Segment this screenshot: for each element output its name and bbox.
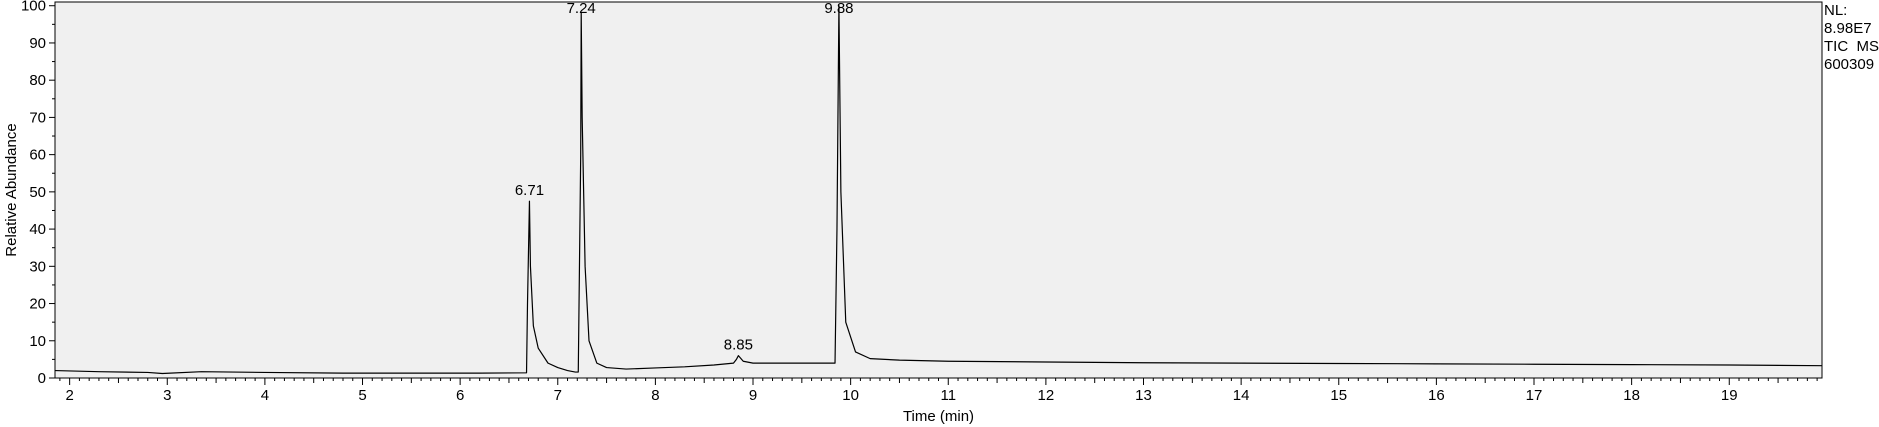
- x-tick-label: 2: [65, 387, 73, 404]
- y-tick-label: 30: [29, 258, 46, 275]
- y-tick-label: 0: [38, 370, 46, 387]
- y-tick-label: 100: [21, 0, 46, 15]
- nl-label: NL:: [1824, 2, 1848, 19]
- normalization-info: NL: 8.98E7 TIC MS 600309: [1824, 2, 1879, 74]
- x-tick-label: 16: [1428, 387, 1445, 404]
- x-axis-ticks: 2 3 4 5 6 7 8 9 10 11 12 13 14 15 16 17 18 19: [59, 378, 1818, 404]
- peak-labels: 6.71 7.24 8.85 9.88: [515, 0, 854, 354]
- y-tick-label: 70: [29, 109, 46, 126]
- y-tick-label: 80: [29, 72, 46, 89]
- x-tick-label: 15: [1330, 387, 1347, 404]
- nl-value: 8.98E7: [1824, 20, 1872, 37]
- y-tick-label: 90: [29, 35, 46, 52]
- x-tick-label: 4: [261, 387, 269, 404]
- x-tick-label: 14: [1233, 387, 1250, 404]
- y-tick-label: 60: [29, 147, 46, 164]
- x-tick-label: 7: [554, 387, 562, 404]
- y-tick-label: 10: [29, 333, 46, 350]
- x-tick-label: 13: [1135, 387, 1152, 404]
- x-tick-label: 19: [1721, 387, 1738, 404]
- plot-area: [54, 1, 1823, 379]
- x-tick-label: 18: [1623, 387, 1640, 404]
- x-tick-label: 9: [749, 387, 757, 404]
- y-axis-ticks: 0 10 20 30 40 50 60 70 80 90 100: [21, 0, 55, 387]
- x-tick-label: 17: [1526, 387, 1543, 404]
- x-tick-label: 6: [456, 387, 464, 404]
- scan-filter: TIC MS: [1824, 38, 1879, 55]
- y-tick-label: 40: [29, 221, 46, 238]
- peak-label: 9.88: [824, 0, 853, 17]
- peak-label: 7.24: [567, 0, 596, 17]
- y-tick-label: 20: [29, 296, 46, 313]
- y-tick-label: 50: [29, 184, 46, 201]
- x-tick-label: 12: [1038, 387, 1055, 404]
- x-tick-label: 11: [940, 387, 956, 404]
- peak-label: 8.85: [724, 337, 753, 354]
- x-tick-label: 5: [358, 387, 366, 404]
- tic-trace-line: [54, 5, 1823, 375]
- x-axis-title: Time (min): [903, 408, 974, 425]
- x-tick-label: 10: [842, 387, 859, 404]
- peak-label: 6.71: [515, 182, 544, 199]
- x-tick-label: 3: [163, 387, 171, 404]
- x-tick-label: 8: [651, 387, 659, 404]
- sample-name: 600309: [1824, 56, 1875, 73]
- y-axis-title: Relative Abundance: [3, 123, 20, 256]
